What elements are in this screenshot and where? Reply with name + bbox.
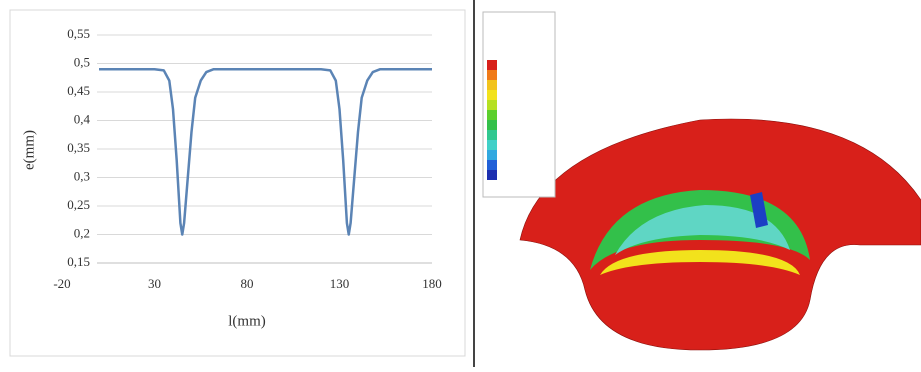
x-tick-label: 80 <box>241 276 254 291</box>
x-tick-label: -20 <box>53 276 70 291</box>
figure: l(mm) e(mm) 0,15 0,2 0,25 0,3 0,35 0,4 0,45 0,5… <box>0 0 921 367</box>
y-tick-label: 0,5 <box>74 54 90 69</box>
y-axis-label: e(mm) <box>21 130 37 170</box>
y-tick-label: 0,4 <box>74 111 91 126</box>
y-tick-label: 0,2 <box>74 225 90 240</box>
x-tick-label: 130 <box>330 276 350 291</box>
y-tick-label: 0,35 <box>67 140 90 155</box>
y-tick-label: 0,25 <box>67 197 90 212</box>
y-tick-label: 0,15 <box>67 254 90 269</box>
x-tick-label: 180 <box>422 276 442 291</box>
y-tick-label: 0,55 <box>67 26 90 41</box>
legend-colors <box>487 60 497 180</box>
x-tick-label: 30 <box>148 276 161 291</box>
y-tick-label: 0,3 <box>74 168 90 183</box>
x-axis-label: l(mm) <box>228 313 266 329</box>
y-tick-label: 0,45 <box>67 83 90 98</box>
simulation-image <box>480 0 921 367</box>
